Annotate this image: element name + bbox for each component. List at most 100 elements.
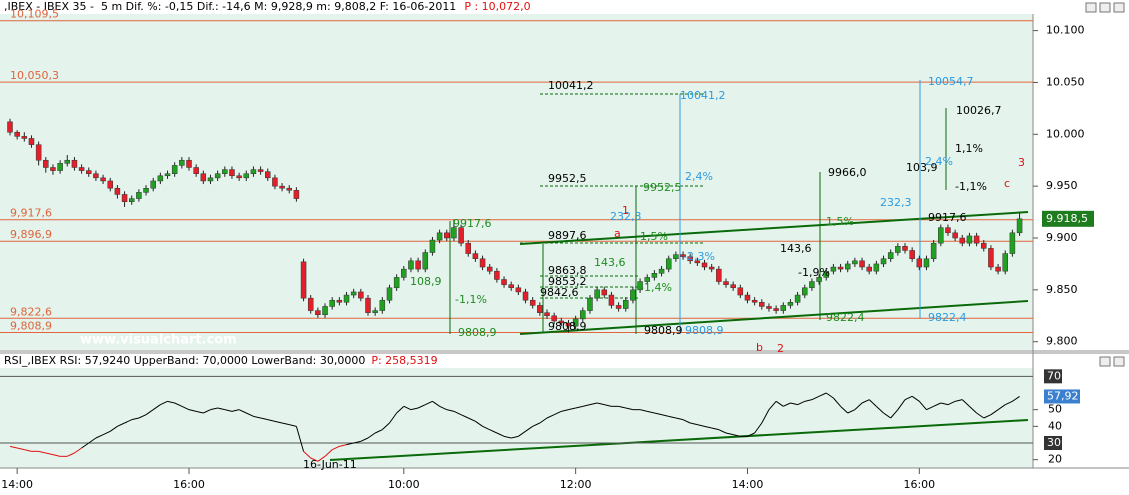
- candle-body: [372, 310, 378, 313]
- annotation: 143,6: [594, 256, 626, 269]
- candle-body: [730, 284, 736, 289]
- annotation: 9952,5: [548, 172, 587, 185]
- rsi-line: [797, 400, 805, 406]
- rsi-line: [317, 455, 326, 462]
- rsi-line: [697, 424, 705, 427]
- watermark: www.visualchart.com: [80, 333, 237, 348]
- candle-body: [995, 266, 1001, 272]
- candle-body: [537, 305, 543, 313]
- band-box: [1044, 436, 1062, 450]
- close-button[interactable]: [1113, 2, 1125, 13]
- x-tick-label: 16:00: [173, 478, 205, 491]
- rsi-line: [439, 405, 447, 411]
- candle-body: [794, 294, 801, 303]
- rsi-line: [160, 400, 168, 406]
- candle-body: [200, 173, 207, 182]
- candle-body: [186, 159, 192, 168]
- candle-body: [852, 260, 858, 265]
- candle-body: [393, 277, 400, 289]
- y-tick-label: 9.900: [1046, 231, 1078, 244]
- candle-body: [594, 289, 600, 299]
- candle-body: [100, 177, 106, 182]
- rsi-line: [783, 402, 791, 407]
- candle-body: [28, 138, 35, 145]
- window-buttons[interactable]: [1085, 2, 1125, 367]
- candle-body: [580, 310, 586, 320]
- candle-body: [207, 177, 214, 182]
- candle-body: [179, 159, 185, 166]
- rsi-line: [417, 404, 426, 409]
- candle-body: [43, 159, 49, 168]
- candle-body: [809, 281, 815, 289]
- candle-body: [515, 287, 522, 293]
- candle-body: [551, 315, 557, 322]
- level-label: 10,050,3: [10, 69, 59, 82]
- rsi-line: [188, 409, 197, 412]
- candle-body: [257, 169, 264, 172]
- candle-body: [966, 235, 973, 244]
- candle-body: [486, 266, 493, 272]
- candle-body: [558, 320, 565, 324]
- maximize-button[interactable]: [1099, 2, 1111, 13]
- annotation: 1,5%: [640, 230, 668, 243]
- rsi-line: [425, 400, 433, 406]
- candle-body: [938, 227, 944, 244]
- rsi-line: [231, 409, 240, 412]
- header: ,IBEX - IBEX 35 - 5 m Dif. %: -0,15 Dif.…: [4, 0, 531, 13]
- candle-body: [336, 299, 343, 303]
- y-tick-label: 50: [1048, 403, 1062, 416]
- rsi-line: [339, 444, 347, 447]
- candle-body: [823, 270, 829, 278]
- rsi-line: [217, 407, 225, 411]
- annotation: 9808,9: [548, 320, 587, 333]
- maximize-button[interactable]: [1099, 356, 1111, 367]
- candle-body: [608, 294, 615, 306]
- candle-body: [694, 260, 701, 264]
- rsi-line: [955, 399, 963, 402]
- rsi-line: [604, 404, 612, 407]
- annotation: 10054,7: [928, 75, 974, 88]
- candle-body: [1009, 232, 1016, 254]
- candle-body: [759, 302, 765, 307]
- rsi-line: [625, 407, 634, 411]
- candle-body: [279, 185, 285, 189]
- rsi-line: [990, 409, 999, 416]
- annotation: 2,4%: [685, 170, 713, 183]
- rsi-line: [725, 432, 734, 436]
- candle-body: [737, 287, 744, 296]
- candle-body: [7, 121, 13, 133]
- annotation: c: [1004, 177, 1010, 190]
- rsi-line: [102, 430, 111, 436]
- candle-body: [887, 252, 894, 259]
- rsi-line: [310, 457, 319, 462]
- candle-body: [859, 260, 865, 268]
- annotation: 143,6: [780, 242, 812, 255]
- candle-body: [909, 250, 915, 259]
- minimize-button[interactable]: [1085, 2, 1097, 13]
- candle-body: [265, 171, 271, 179]
- rsi-line: [589, 402, 598, 406]
- rsi-line: [403, 405, 412, 411]
- rsi-line: [196, 410, 204, 414]
- rsi-line: [847, 409, 856, 414]
- rsi-line: [754, 422, 763, 434]
- annotation: 9808,9: [458, 326, 497, 339]
- rsi-line: [704, 425, 712, 429]
- candle-body: [508, 284, 514, 289]
- rsi-line: [647, 410, 655, 414]
- rsi-line: [511, 435, 519, 439]
- candle-body: [193, 167, 199, 174]
- y-tick-label: 10.050: [1046, 75, 1085, 88]
- rsi-line: [81, 442, 90, 449]
- rsi-line: [95, 434, 104, 439]
- rsi-line: [682, 419, 691, 424]
- candle-body: [136, 192, 142, 199]
- close-button[interactable]: [1113, 356, 1125, 367]
- rsi-price: P: 258,5319: [371, 354, 437, 367]
- candle-body: [952, 232, 958, 239]
- y-tick-label: 9.950: [1046, 179, 1078, 192]
- rsi-line: [45, 452, 54, 456]
- candle-body: [78, 167, 85, 171]
- rsi-line: [532, 422, 541, 427]
- candle-body: [322, 306, 328, 315]
